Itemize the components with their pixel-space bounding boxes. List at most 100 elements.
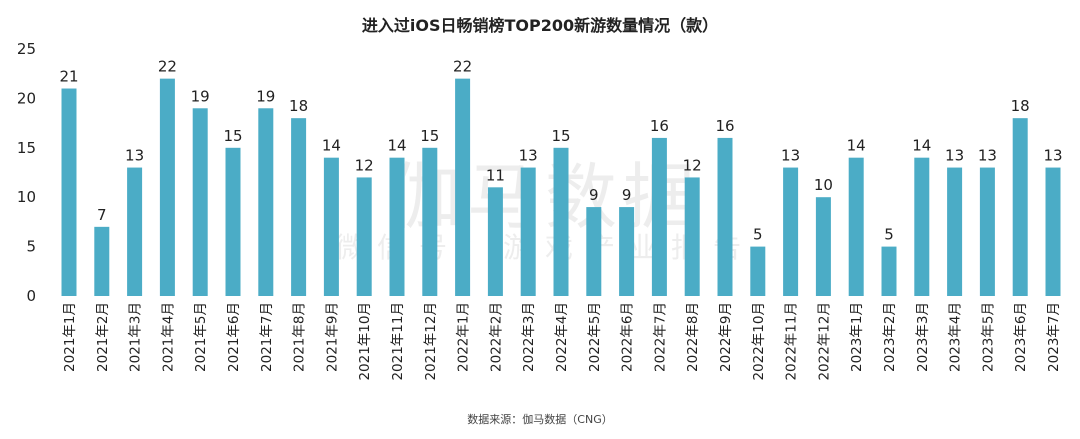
x-tick-label: 2021年11月	[390, 302, 406, 381]
data-label: 13	[1043, 147, 1062, 165]
x-tick-label: 2022年4月	[554, 302, 570, 372]
bar	[323, 157, 339, 296]
data-label: 18	[289, 97, 308, 115]
data-label: 13	[519, 147, 538, 165]
x-axis: 2021年1月 2021年2月 2021年3月 2021年4月 2021年5月 2021年…	[62, 302, 1062, 381]
data-label: 19	[256, 87, 275, 105]
bar	[619, 207, 635, 296]
data-label: 15	[551, 127, 570, 145]
x-tick-label: 2021年1月	[62, 302, 78, 372]
x-tick-label: 2021年5月	[193, 302, 209, 372]
bar	[881, 246, 897, 296]
bar	[947, 167, 963, 296]
data-label: 14	[322, 137, 341, 155]
data-label: 13	[945, 147, 964, 165]
bar	[389, 157, 405, 296]
bar	[783, 167, 799, 296]
x-tick-label: 2022年9月	[718, 302, 734, 372]
data-label: 21	[59, 68, 78, 86]
bar	[520, 167, 536, 296]
data-label: 11	[486, 166, 505, 184]
data-label: 10	[814, 176, 833, 194]
data-label: 9	[589, 186, 599, 204]
data-label: 15	[223, 127, 242, 145]
data-label: 16	[715, 117, 734, 135]
bar	[487, 187, 503, 296]
bar	[422, 147, 438, 296]
x-tick-label: 2021年7月	[259, 302, 275, 372]
bar	[815, 197, 831, 296]
data-label: 14	[847, 137, 866, 155]
x-tick-label: 2021年12月	[423, 302, 439, 381]
data-label: 14	[387, 137, 406, 155]
bar	[848, 157, 864, 296]
bar	[586, 207, 602, 296]
bar	[225, 147, 241, 296]
bars	[61, 78, 1061, 297]
bar	[914, 157, 930, 296]
y-tick-label: 25	[17, 40, 36, 58]
x-tick-label: 2021年3月	[128, 302, 144, 372]
data-labels: 21 7 13 22 19 15 19 18 14 12 14 15 22 11 13 15 9 9 16 12 16 5…	[59, 58, 1062, 244]
y-tick-label: 0	[26, 287, 36, 305]
source-note: 数据来源：伽马数据（CNG）	[467, 412, 612, 426]
data-label: 16	[650, 117, 669, 135]
bar	[356, 177, 372, 296]
data-label: 14	[912, 137, 931, 155]
chart-title: 进入过iOS日畅销榜TOP200新游数量情况（款）	[362, 16, 718, 35]
data-label: 13	[978, 147, 997, 165]
bar	[159, 78, 175, 296]
y-tick-label: 10	[17, 188, 36, 206]
x-tick-label: 2023年1月	[849, 302, 865, 372]
x-tick-label: 2021年10月	[357, 302, 373, 381]
data-label: 9	[622, 186, 632, 204]
data-label: 18	[1011, 97, 1030, 115]
x-tick-label: 2021年9月	[324, 302, 340, 372]
data-label: 22	[158, 58, 177, 76]
bar	[455, 78, 471, 296]
y-tick-label: 20	[17, 89, 36, 107]
x-tick-label: 2022年8月	[685, 302, 701, 372]
data-label: 13	[125, 147, 144, 165]
x-tick-label: 2022年1月	[456, 302, 472, 372]
data-label: 12	[683, 156, 702, 174]
x-tick-label: 2023年5月	[980, 302, 996, 372]
bar	[291, 118, 307, 296]
x-tick-label: 2022年11月	[784, 302, 800, 381]
data-label: 19	[191, 87, 210, 105]
data-label: 5	[884, 226, 894, 244]
bar	[127, 167, 143, 296]
bar	[651, 137, 667, 296]
x-tick-label: 2023年4月	[948, 302, 964, 372]
x-tick-label: 2021年8月	[292, 302, 308, 372]
bar	[94, 226, 110, 296]
x-tick-label: 2022年7月	[652, 302, 668, 372]
x-tick-label: 2022年10月	[751, 302, 767, 381]
y-tick-label: 5	[26, 238, 36, 256]
x-tick-label: 2021年4月	[160, 302, 176, 372]
x-tick-label: 2023年2月	[882, 302, 898, 372]
x-tick-label: 2022年5月	[587, 302, 603, 372]
bar	[750, 246, 766, 296]
bar	[192, 108, 208, 296]
data-label: 13	[781, 147, 800, 165]
x-tick-label: 2021年2月	[95, 302, 111, 372]
bar	[979, 167, 995, 296]
x-tick-label: 2022年6月	[620, 302, 636, 372]
data-label: 12	[355, 156, 374, 174]
bar	[717, 137, 733, 296]
x-tick-label: 2022年3月	[521, 302, 537, 372]
bar	[1045, 167, 1061, 296]
bar	[61, 88, 77, 297]
x-tick-label: 2022年2月	[488, 302, 504, 372]
x-tick-label: 2021年6月	[226, 302, 242, 372]
x-tick-label: 2022年12月	[816, 302, 832, 381]
data-label: 7	[97, 206, 107, 224]
bar	[684, 177, 700, 296]
x-tick-label: 2023年6月	[1013, 302, 1029, 372]
x-tick-label: 2023年3月	[915, 302, 931, 372]
data-label: 22	[453, 58, 472, 76]
watermark-main: 伽马数据	[389, 155, 701, 239]
y-axis: 0 5 10 15 20 25	[17, 40, 36, 305]
